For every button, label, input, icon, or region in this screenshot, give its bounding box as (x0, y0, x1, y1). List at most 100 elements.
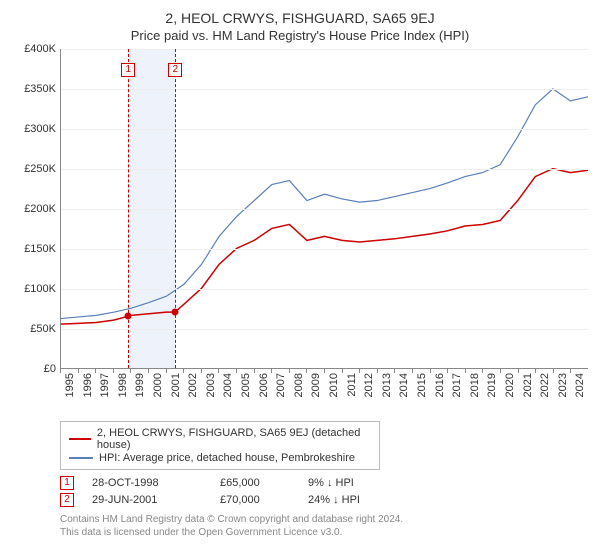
gridline (61, 249, 588, 250)
series-property (61, 169, 588, 325)
x-tick-mark (166, 369, 167, 373)
transaction-table: 1 28-OCT-1998 £65,000 9% ↓ HPI 2 29-JUN-2001 £… (60, 476, 588, 507)
transaction-marker: 2 (60, 493, 74, 507)
x-tick-mark (201, 369, 202, 373)
gridline (61, 129, 588, 130)
y-tick-label: £250K (24, 163, 56, 175)
transaction-date: 28-OCT-1998 (92, 477, 202, 489)
x-tick-label: 2024 (574, 373, 586, 397)
gridline (61, 209, 588, 210)
chart-title: 2, HEOL CRWYS, FISHGUARD, SA65 9EJ (12, 10, 588, 26)
transaction-row: 2 29-JUN-2001 £70,000 24% ↓ HPI (60, 493, 588, 507)
gridline (61, 289, 588, 290)
x-tick-label: 2000 (152, 373, 164, 397)
transaction-pct: 9% ↓ HPI (308, 477, 418, 489)
legend: 2, HEOL CRWYS, FISHGUARD, SA65 9EJ (deta… (60, 421, 380, 470)
x-tick-mark (535, 369, 536, 373)
x-tick-mark (553, 369, 554, 373)
footer-line-2: This data is licensed under the Open Gov… (60, 526, 588, 539)
x-tick-mark (113, 369, 114, 373)
x-tick-mark (289, 369, 290, 373)
x-tick-label: 2019 (486, 373, 498, 397)
transaction-row: 1 28-OCT-1998 £65,000 9% ↓ HPI (60, 476, 588, 490)
marker-line (128, 49, 129, 368)
x-tick-label: 1995 (64, 373, 76, 397)
x-tick-mark (271, 369, 272, 373)
x-tick-label: 1997 (99, 373, 111, 397)
x-tick-mark (412, 369, 413, 373)
x-tick-label: 2004 (222, 373, 234, 397)
footer-line-1: Contains HM Land Registry data © Crown c… (60, 513, 588, 526)
transaction-price: £65,000 (220, 477, 290, 489)
x-tick-mark (500, 369, 501, 373)
x-tick-mark (183, 369, 184, 373)
marker-box: 2 (168, 63, 182, 77)
legend-row: 2, HEOL CRWYS, FISHGUARD, SA65 9EJ (deta… (69, 427, 371, 451)
gridline (61, 169, 588, 170)
transaction-pct: 24% ↓ HPI (308, 494, 418, 506)
legend-label: 2, HEOL CRWYS, FISHGUARD, SA65 9EJ (deta… (97, 427, 371, 451)
footer-attribution: Contains HM Land Registry data © Crown c… (60, 513, 588, 539)
y-tick-label: £150K (24, 243, 56, 255)
x-tick-mark (465, 369, 466, 373)
x-tick-mark (447, 369, 448, 373)
legend-swatch (69, 438, 91, 440)
x-tick-label: 1996 (82, 373, 94, 397)
x-tick-mark (148, 369, 149, 373)
gridline (61, 89, 588, 90)
gridline (61, 49, 588, 50)
x-tick-label: 2016 (434, 373, 446, 397)
legend-swatch (69, 457, 93, 459)
sale-point (172, 309, 179, 316)
x-tick-label: 2023 (557, 373, 569, 397)
x-axis: 1995199619971998199920002001200220032004… (60, 369, 588, 419)
x-tick-mark (60, 369, 61, 373)
y-tick-label: £0 (44, 363, 56, 375)
x-tick-mark (218, 369, 219, 373)
x-tick-label: 2007 (275, 373, 287, 397)
x-tick-mark (394, 369, 395, 373)
plot-area: 12 (60, 49, 588, 369)
y-tick-label: £300K (24, 123, 56, 135)
x-tick-mark (570, 369, 571, 373)
x-tick-label: 2008 (293, 373, 305, 397)
transaction-marker: 1 (60, 476, 74, 490)
x-tick-label: 2003 (205, 373, 217, 397)
x-tick-mark (95, 369, 96, 373)
y-tick-label: £100K (24, 283, 56, 295)
x-tick-mark (78, 369, 79, 373)
sale-point (125, 313, 132, 320)
y-axis: £0£50K£100K£150K£200K£250K£300K£350K£400… (12, 49, 60, 369)
x-tick-mark (482, 369, 483, 373)
x-tick-label: 2021 (522, 373, 534, 397)
x-tick-mark (430, 369, 431, 373)
y-tick-label: £350K (24, 83, 56, 95)
x-tick-mark (324, 369, 325, 373)
x-tick-label: 2020 (504, 373, 516, 397)
series-hpi (61, 89, 588, 319)
x-tick-mark (342, 369, 343, 373)
x-tick-label: 2017 (451, 373, 463, 397)
transaction-price: £70,000 (220, 494, 290, 506)
x-tick-mark (377, 369, 378, 373)
x-tick-label: 2006 (258, 373, 270, 397)
x-tick-label: 2014 (398, 373, 410, 397)
x-tick-label: 1998 (117, 373, 129, 397)
chart: £0£50K£100K£150K£200K£250K£300K£350K£400… (12, 49, 588, 419)
x-tick-label: 2001 (170, 373, 182, 397)
gridline (61, 329, 588, 330)
x-tick-label: 2002 (187, 373, 199, 397)
x-tick-label: 2013 (381, 373, 393, 397)
x-tick-label: 2005 (240, 373, 252, 397)
x-tick-mark (254, 369, 255, 373)
marker-line (175, 49, 176, 368)
legend-label: HPI: Average price, detached house, Pemb… (99, 452, 355, 464)
y-tick-label: £50K (30, 323, 56, 335)
x-tick-mark (130, 369, 131, 373)
transaction-date: 29-JUN-2001 (92, 494, 202, 506)
marker-box: 1 (121, 63, 135, 77)
x-tick-label: 2015 (416, 373, 428, 397)
x-tick-mark (518, 369, 519, 373)
x-tick-label: 2011 (346, 373, 358, 397)
x-tick-label: 2012 (363, 373, 375, 397)
